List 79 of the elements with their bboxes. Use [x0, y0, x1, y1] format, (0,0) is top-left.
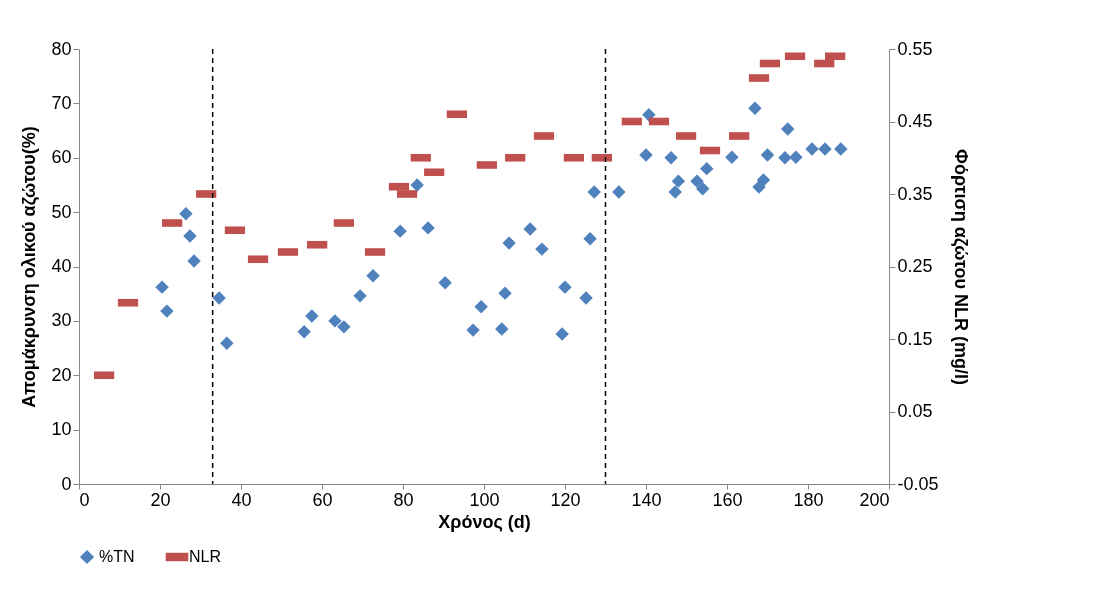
y-tick-label: 50: [51, 201, 72, 222]
y-tick-label: 70: [51, 92, 72, 113]
y2-tick-label: 0.45: [897, 111, 933, 131]
point: [695, 182, 710, 196]
point: [555, 327, 569, 341]
point: [805, 142, 819, 156]
point: [535, 242, 549, 256]
point: [781, 122, 795, 136]
point: [671, 174, 686, 188]
point: [789, 150, 803, 164]
x-axis-title: Χρόνος (d): [438, 511, 531, 532]
y-tick-label: 40: [51, 256, 72, 276]
point: [305, 309, 319, 323]
y2-tick-label: -0.05: [897, 473, 939, 494]
x-tick-label: 160: [712, 489, 743, 510]
point: [523, 222, 537, 236]
point: [583, 232, 597, 246]
point: [587, 185, 601, 199]
y-tick-label: 30: [51, 310, 72, 331]
y2-tick-label: 0.25: [897, 256, 933, 276]
y-tick-label: 60: [51, 147, 72, 168]
y2-tick-label: 0.35: [897, 183, 933, 204]
y-tick-label: 0: [61, 473, 72, 494]
point: [212, 291, 226, 305]
x-tick-label: 60: [312, 489, 333, 510]
point: [760, 148, 775, 162]
point: [639, 148, 653, 162]
y2-tick-label: 0.05: [897, 401, 933, 421]
point: [155, 280, 169, 294]
point: [748, 101, 762, 115]
point: [778, 151, 792, 165]
legend-label: %TN: [99, 548, 135, 565]
y2-axis-title: Φόρτιση αζώτου NLR (mg/l): [949, 149, 971, 385]
point: [612, 185, 626, 199]
point: [183, 229, 197, 243]
point: [818, 142, 832, 156]
point: [187, 254, 201, 268]
point: [466, 323, 480, 337]
legend-label: NLR: [189, 548, 222, 565]
point: [756, 173, 771, 187]
y2-tick-label: 0.15: [897, 328, 933, 349]
point: [725, 150, 739, 164]
point: [438, 276, 452, 290]
x-tick-label: 0: [79, 489, 90, 510]
y-tick-label: 10: [51, 419, 72, 440]
point: [834, 142, 848, 156]
point: [337, 320, 351, 334]
point: [160, 304, 174, 318]
point: [700, 161, 714, 176]
x-tick-label: 140: [631, 489, 662, 510]
point: [498, 286, 512, 300]
x-tick-label: 80: [393, 489, 414, 510]
y2-tick-label: 0.55: [897, 38, 933, 59]
point: [393, 224, 407, 238]
y-tick-label: 80: [51, 38, 72, 59]
x-tick-label: 180: [793, 489, 824, 510]
y-tick-label: 20: [51, 364, 72, 385]
point: [495, 322, 509, 336]
x-tick-label: 100: [469, 489, 500, 510]
y-axis-title: Απομάκρυνση ολικού αζώτου(%): [19, 126, 41, 408]
point: [410, 178, 424, 192]
point: [579, 291, 593, 305]
point: [664, 151, 678, 165]
point: [353, 289, 367, 303]
point: [474, 300, 488, 314]
point: [421, 221, 435, 235]
point: [297, 325, 311, 339]
point: [558, 280, 572, 294]
point: [690, 174, 704, 188]
point: [366, 269, 380, 283]
point: [328, 314, 342, 328]
point: [502, 236, 516, 250]
x-tick-label: 200: [859, 489, 890, 510]
x-tick-label: 40: [231, 489, 252, 510]
x-tick-label: 20: [150, 489, 171, 510]
point: [668, 185, 682, 199]
point: [220, 336, 234, 350]
point: [179, 207, 193, 221]
x-tick-label: 120: [550, 489, 581, 510]
